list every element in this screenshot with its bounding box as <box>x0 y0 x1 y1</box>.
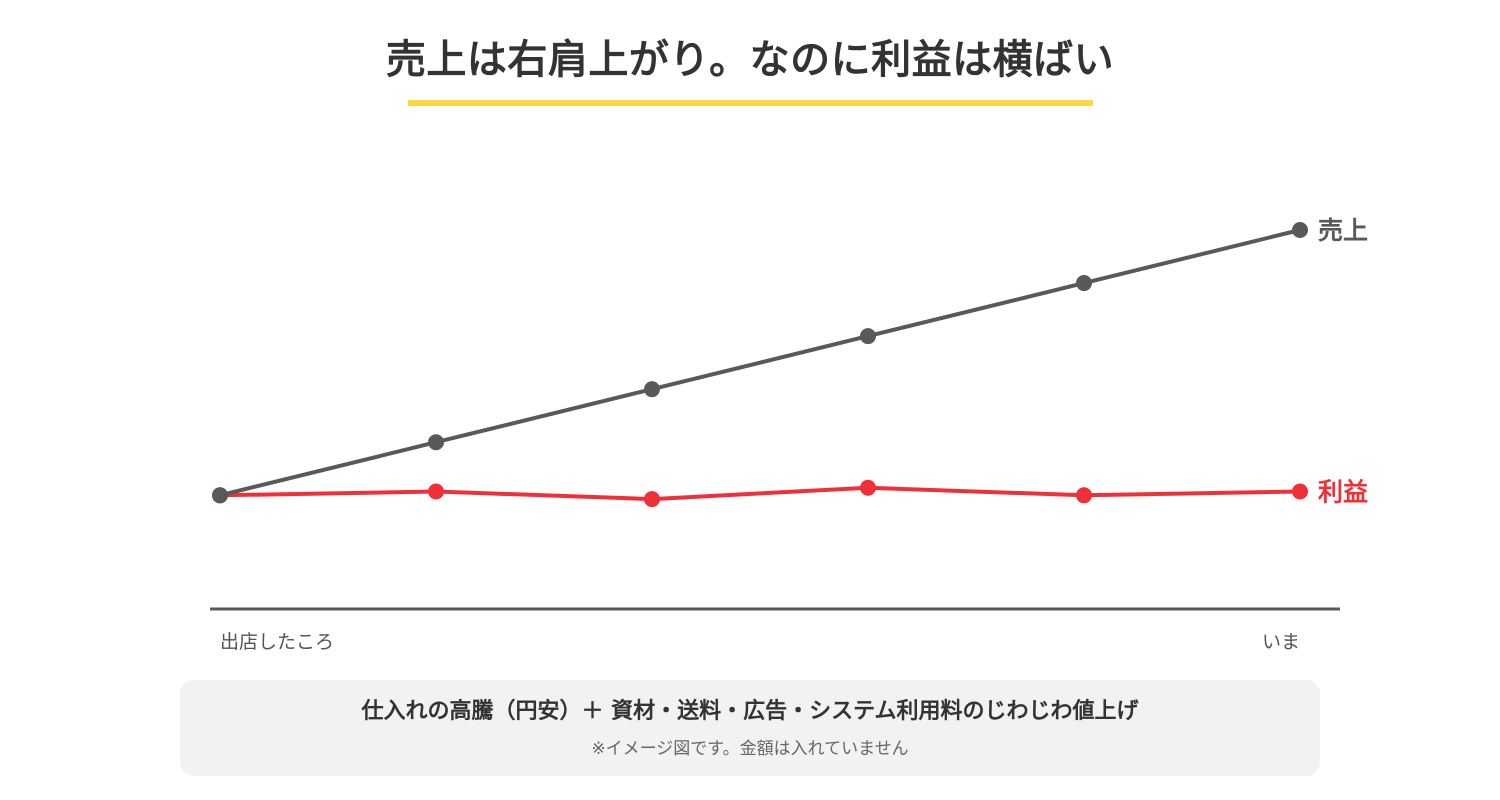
note-box: 仕入れの高騰（円安）＋ 資材・送料・広告・システム利用料のじわじわ値上げ ※イメ… <box>180 680 1320 776</box>
data-point-0-3 <box>860 328 876 345</box>
data-point-0-4 <box>1076 275 1092 292</box>
data-point-1-4 <box>1076 487 1092 504</box>
data-point-0-1 <box>428 434 444 451</box>
series-line-1 <box>218 485 1302 502</box>
chart-title: 売上は右肩上がり。なのに利益は横ばい <box>385 37 1115 83</box>
note-main-text: 仕入れの高騰（円安）＋ 資材・送料・広告・システム利用料のじわじわ値上げ <box>361 699 1139 724</box>
data-point-0-2 <box>644 381 660 398</box>
data-point-0-5 <box>1292 222 1308 238</box>
series-line-0 <box>218 228 1302 498</box>
data-point-1-5 <box>1292 483 1308 500</box>
x-tick-label-end: いま <box>1262 631 1300 653</box>
data-point-1-2 <box>644 491 660 508</box>
data-point-0-0 <box>212 487 228 504</box>
x-tick-label-start: 出店したころ <box>220 631 334 653</box>
series-label-0: 売上 <box>1318 216 1368 245</box>
data-point-1-3 <box>860 479 876 496</box>
series-label-1: 利益 <box>1318 478 1368 507</box>
data-point-1-1 <box>428 483 444 500</box>
title-underline <box>408 100 1093 106</box>
note-sub-text: ※イメージ図です。金額は入れていません <box>591 739 909 759</box>
